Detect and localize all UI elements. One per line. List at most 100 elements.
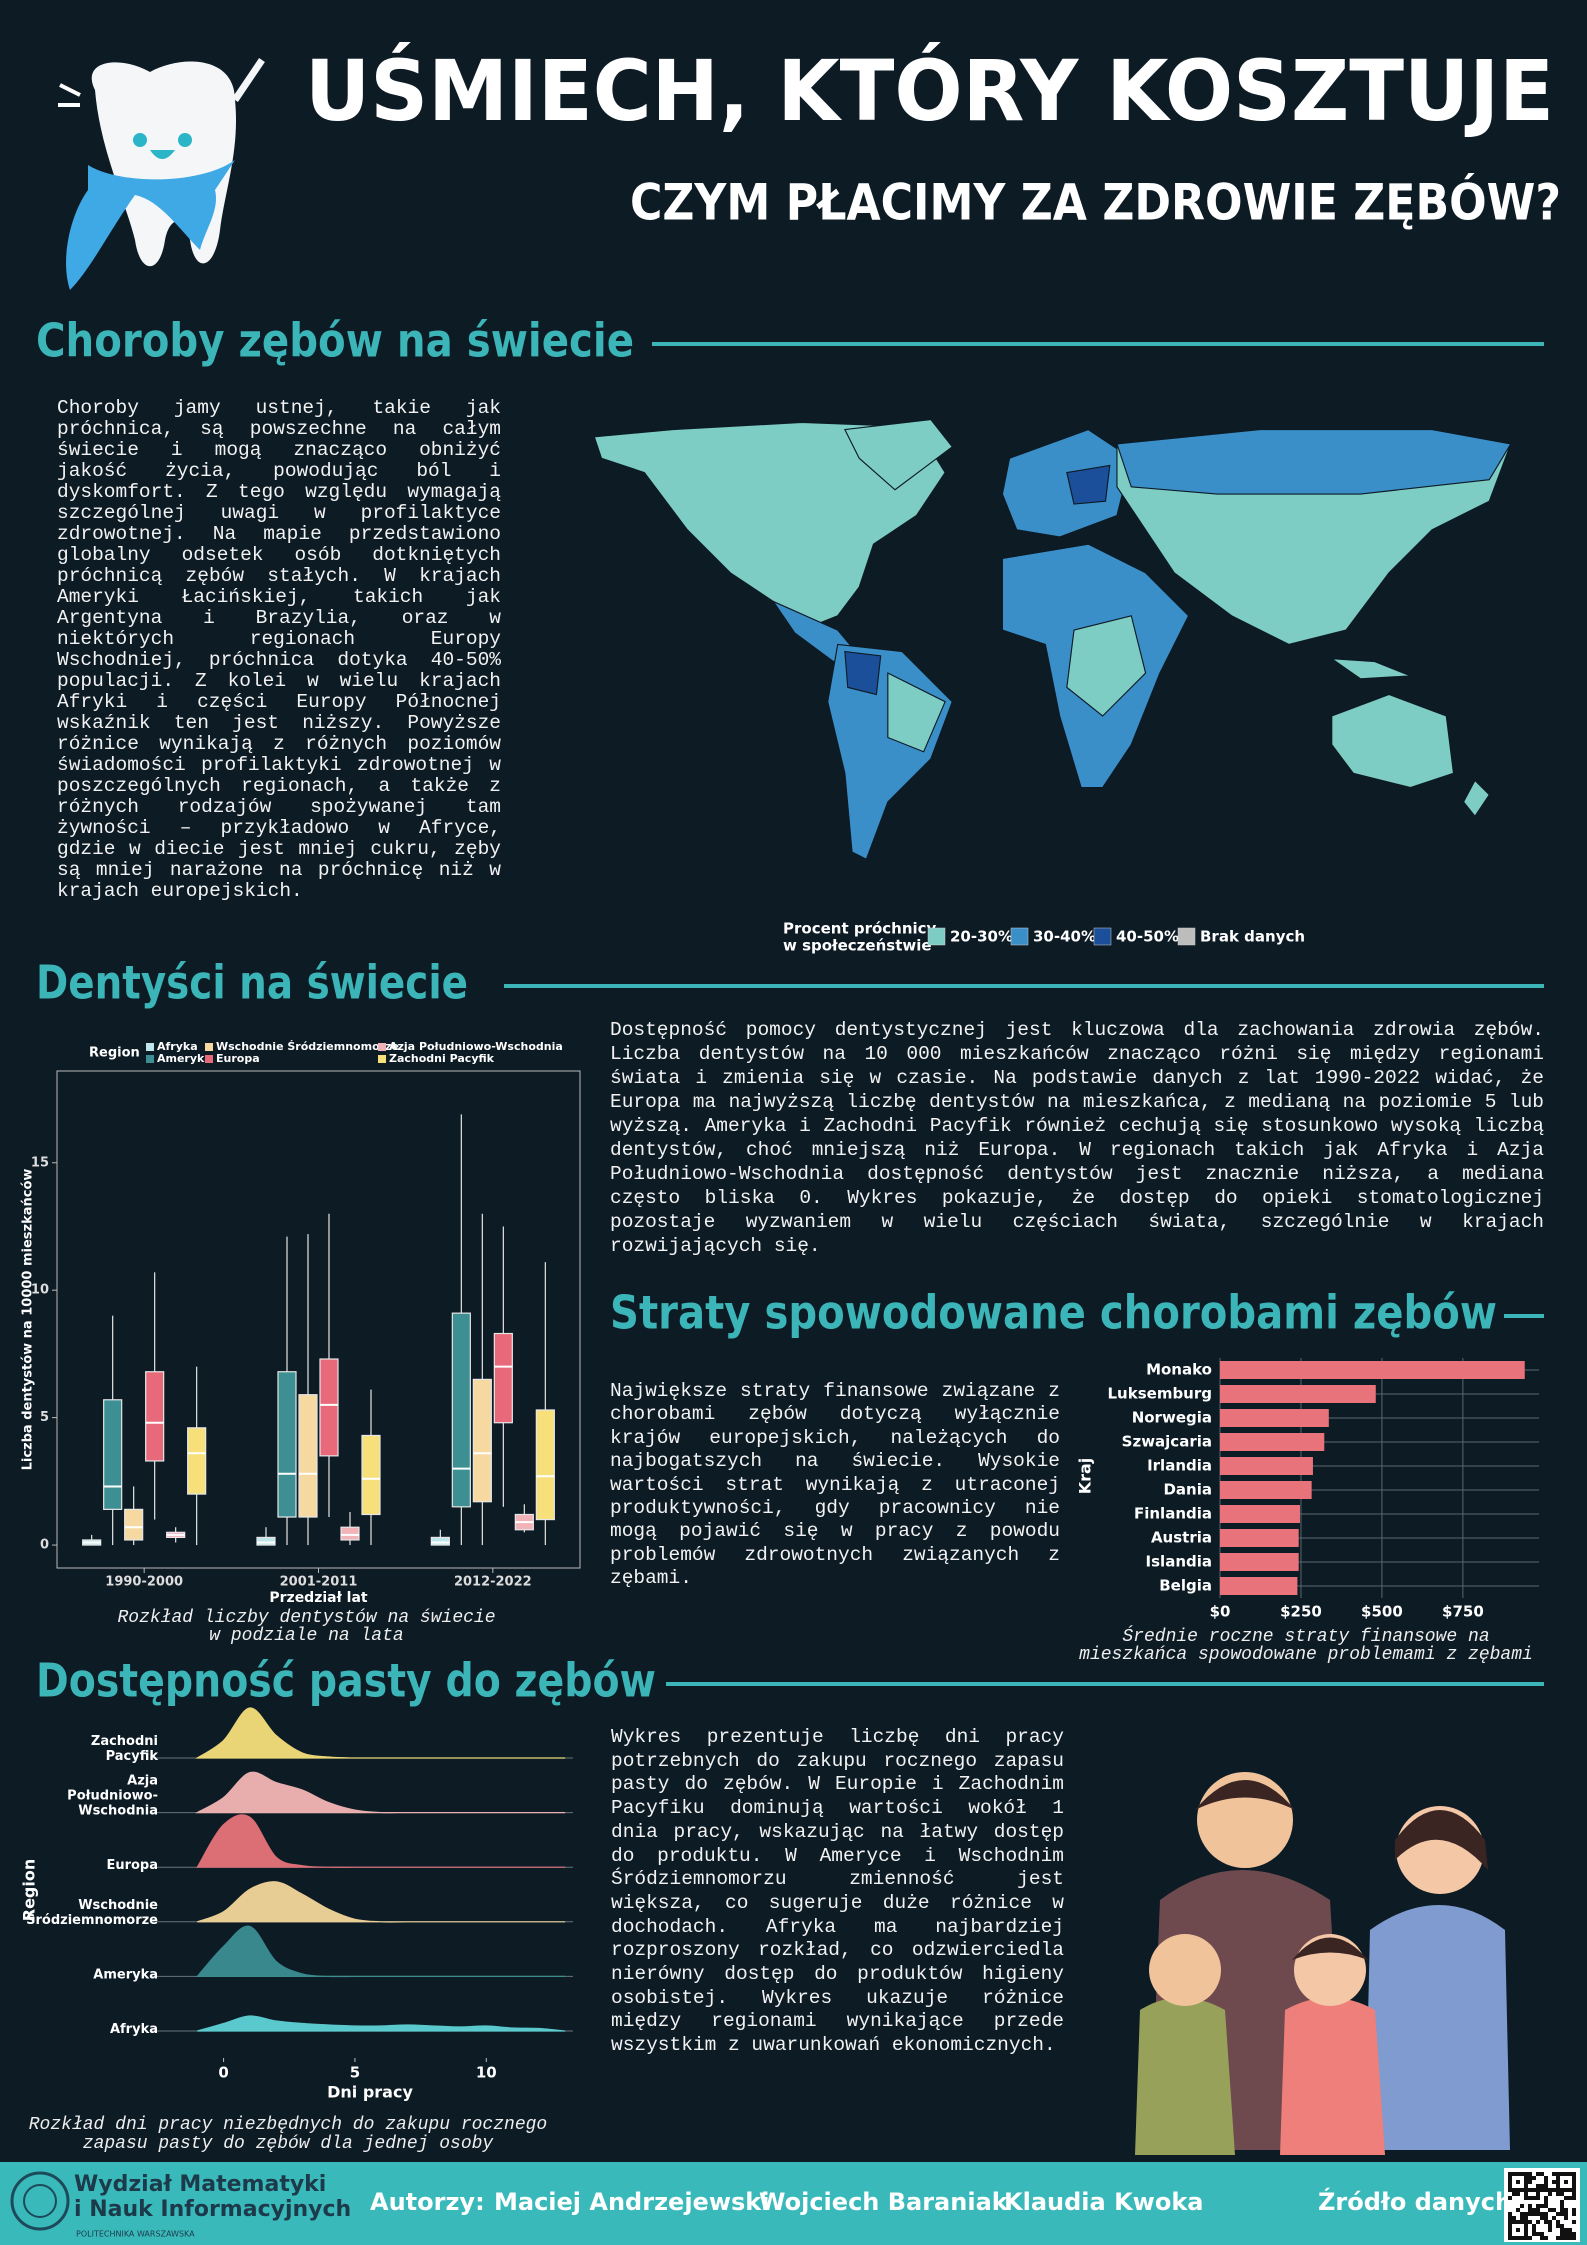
caption: mieszkańca spowodowane problemami z zęba… [1079, 1645, 1533, 1665]
author: Maciej Andrzejewski [494, 2188, 769, 2216]
qr-cell [1520, 2216, 1524, 2220]
qr-cell [1544, 2216, 1548, 2220]
map-region [1329, 658, 1411, 680]
qr-cell [1568, 2196, 1572, 2200]
person [1365, 1905, 1510, 2150]
qr-cell [1556, 2176, 1560, 2180]
legend-swatch [1177, 927, 1196, 946]
bar [1220, 1529, 1299, 1547]
ridge [195, 1771, 566, 1814]
qr-pattern [1508, 2172, 1576, 2240]
y-tick-label: Irlandia [1147, 1457, 1212, 1475]
y-tick-label: Zachodni Pacyfik [91, 1734, 158, 1764]
ridge [197, 1881, 566, 1923]
qr-cell [1524, 2184, 1528, 2188]
qr-cell [1544, 2180, 1548, 2184]
qr-cell [1572, 2212, 1576, 2216]
ridge [195, 1707, 566, 1759]
plot-frame [56, 1070, 581, 1569]
qr-cell [1520, 2188, 1524, 2192]
x-tick-label: 0 [218, 2064, 228, 2082]
y-axis-label: Region [20, 1859, 39, 1922]
qr-cell [1560, 2204, 1564, 2208]
qr-cell [1556, 2236, 1560, 2240]
box [187, 1427, 207, 1495]
qr-cell [1536, 2184, 1540, 2188]
bar [1220, 1457, 1313, 1475]
bar [1220, 1577, 1298, 1595]
box [319, 1358, 339, 1457]
qr-cell [1572, 2176, 1576, 2180]
map-region [887, 672, 946, 753]
qr-cell [1516, 2180, 1520, 2184]
bar [1220, 1553, 1299, 1571]
qr-cell [1528, 2180, 1532, 2184]
qr-cell [1564, 2172, 1568, 2176]
qr-cell [1544, 2212, 1548, 2216]
box [145, 1371, 165, 1462]
faculty: i Nauk Informacyjnych [74, 2197, 351, 2222]
qr-cell [1564, 2196, 1568, 2200]
qr-cell [1516, 2172, 1520, 2176]
qr-cell [1520, 2212, 1524, 2216]
qr-cell [1512, 2188, 1516, 2192]
eye [133, 133, 147, 147]
subtitle: CZYM PŁACIMY ZA ZDROWIE ZĘBÓW? [630, 173, 1561, 232]
mouth [150, 150, 175, 159]
qr-cell [1556, 2180, 1560, 2184]
qr-cell [1548, 2224, 1552, 2228]
qr-cell [1572, 2192, 1576, 2196]
author: Wojciech Baraniak [759, 2188, 1009, 2216]
qr-cell [1524, 2176, 1528, 2180]
x-tick-label: $250 [1280, 1603, 1322, 1621]
y-tick-label: Szwajcaria [1122, 1433, 1212, 1451]
qr-cell [1564, 2208, 1568, 2212]
qr-cell [1528, 2176, 1532, 2180]
x-tick-label: 2001-2011 [280, 1575, 358, 1590]
qr-cell [1524, 2228, 1528, 2232]
caption: Rozkład dni pracy niezbędnych do zakupu … [29, 2115, 547, 2135]
x-tick-label: 2012-2022 [454, 1575, 532, 1590]
qr-cell [1568, 2228, 1572, 2232]
y-tick-label: Ameryka [93, 1967, 158, 1982]
qr-cell [1556, 2220, 1560, 2224]
qr-cell [1544, 2184, 1548, 2188]
qr-cell [1564, 2236, 1568, 2240]
box [256, 1536, 276, 1546]
section-heading: Dostępność pasty do zębów [36, 1654, 656, 1708]
qr-cell [1528, 2236, 1532, 2240]
bar [1220, 1361, 1525, 1379]
qr-cell [1552, 2180, 1556, 2184]
qr-cell [1524, 2188, 1528, 2192]
qr-cell [1524, 2172, 1528, 2176]
bar [1220, 1481, 1312, 1499]
authors-label: Autorzy: [370, 2188, 485, 2216]
map-region [1001, 428, 1132, 538]
section-heading: Dentyści na świecie [36, 956, 468, 1010]
qr-cell [1548, 2208, 1552, 2212]
x-tick-label: $0 [1210, 1603, 1231, 1621]
box [535, 1409, 555, 1521]
qr-cell [1532, 2188, 1536, 2192]
y-tick-label: 0 [40, 1538, 49, 1553]
qr-cell [1516, 2208, 1520, 2212]
y-tick-label: Dania [1163, 1481, 1212, 1499]
legend-title: Procent próchnicy [783, 920, 937, 938]
qr-cell [1564, 2212, 1568, 2216]
x-tick-label: $750 [1442, 1603, 1484, 1621]
box [103, 1399, 123, 1510]
qr-cell [1540, 2236, 1544, 2240]
qr-cell [1508, 2236, 1512, 2240]
qr-cell [1544, 2196, 1548, 2200]
qr-cell [1524, 2220, 1528, 2224]
logo [10, 2171, 70, 2231]
legend-label: Azja Południowo-Wschodnia [389, 1040, 563, 1053]
qr-cell [1572, 2196, 1576, 2200]
qr-cell [1532, 2232, 1536, 2236]
qr-cell [1544, 2200, 1548, 2204]
qr-cell [1552, 2208, 1556, 2212]
qr-cell [1536, 2192, 1540, 2196]
qr-cell [1564, 2188, 1568, 2192]
qr-cell [1556, 2188, 1560, 2192]
spark [59, 83, 81, 97]
